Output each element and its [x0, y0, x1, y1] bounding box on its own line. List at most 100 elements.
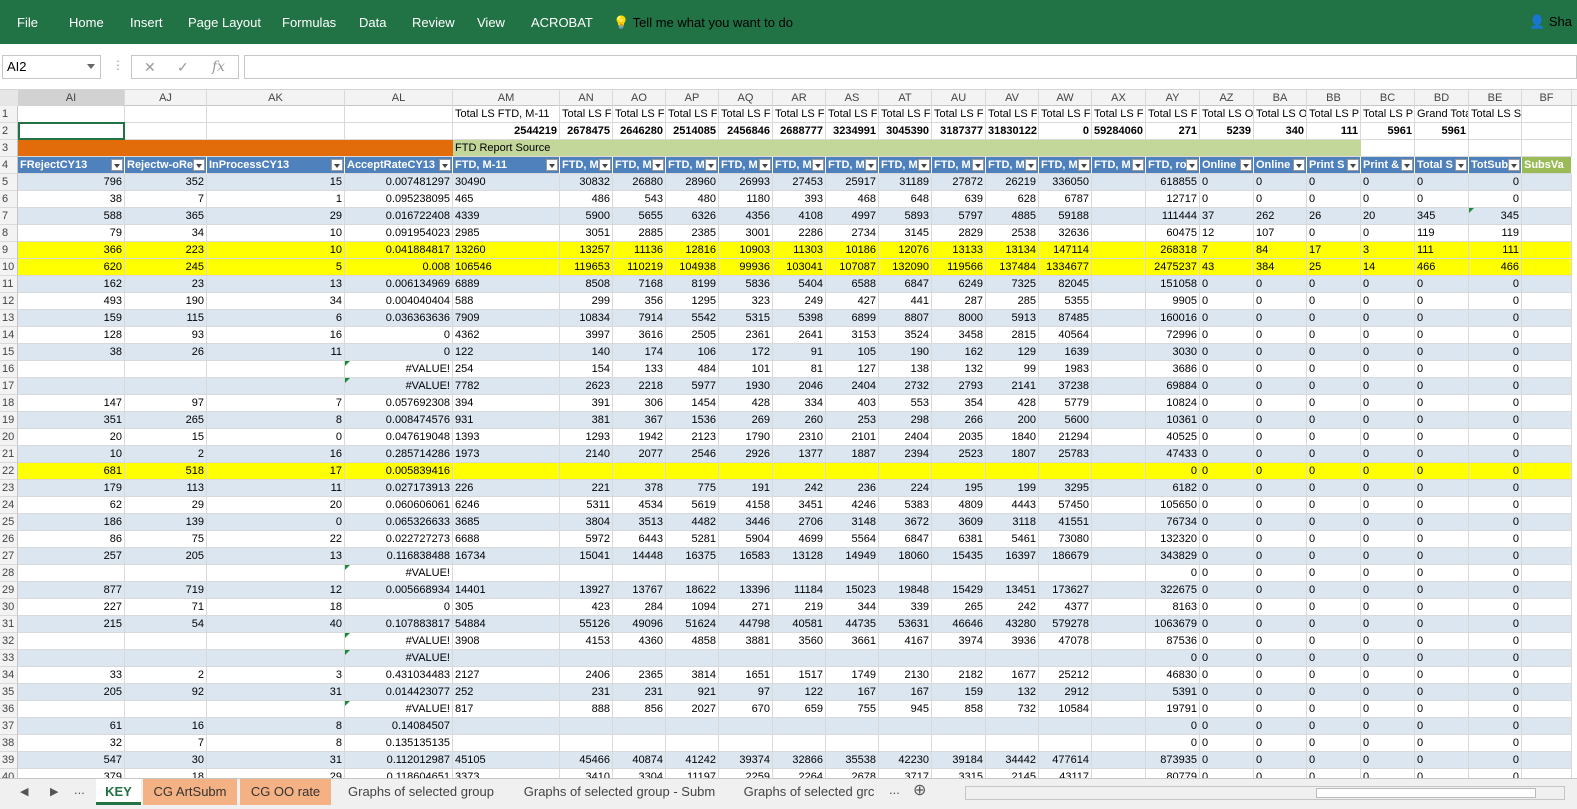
- cell-aq27[interactable]: 16583: [719, 548, 773, 565]
- cell-bf2[interactable]: [1522, 123, 1572, 140]
- cell-al12[interactable]: 0.004040404: [345, 293, 453, 310]
- cell-at26[interactable]: 6847: [879, 531, 932, 548]
- cell-ax16[interactable]: [1092, 361, 1146, 378]
- cell-az6[interactable]: 0: [1200, 191, 1254, 208]
- cell-bc24[interactable]: 0: [1361, 497, 1415, 514]
- cell-av38[interactable]: [986, 735, 1039, 752]
- cell-aj26[interactable]: 75: [125, 531, 207, 548]
- cell-bd30[interactable]: 0: [1415, 599, 1469, 616]
- cell-ao9[interactable]: 11136: [613, 242, 666, 259]
- row-header[interactable]: 2: [0, 123, 18, 140]
- cell-aj30[interactable]: 71: [125, 599, 207, 616]
- cell-az38[interactable]: 0: [1200, 735, 1254, 752]
- cell-aw23[interactable]: 3295: [1039, 480, 1092, 497]
- column-header-am[interactable]: AM: [453, 90, 560, 106]
- cell-as33[interactable]: [826, 650, 879, 667]
- cell-aj3[interactable]: [125, 140, 207, 157]
- cell-ay18[interactable]: 10824: [1146, 395, 1200, 412]
- cell-az20[interactable]: 0: [1200, 429, 1254, 446]
- cell-be13[interactable]: 0: [1469, 310, 1522, 327]
- cell-al5[interactable]: 0.007481297: [345, 174, 453, 191]
- cell-av36[interactable]: 732: [986, 701, 1039, 718]
- cell-ar39[interactable]: 32866: [773, 752, 826, 769]
- cell-ar25[interactable]: 2706: [773, 514, 826, 531]
- cell-aj28[interactable]: [125, 565, 207, 582]
- cell-ax22[interactable]: [1092, 463, 1146, 480]
- cell-ap32[interactable]: 4858: [666, 633, 719, 650]
- cell-am38[interactable]: [453, 735, 560, 752]
- cell-ao27[interactable]: 14448: [613, 548, 666, 565]
- cell-ar23[interactable]: 242: [773, 480, 826, 497]
- cell-aw38[interactable]: [1039, 735, 1092, 752]
- column-header-ay[interactable]: AY: [1146, 90, 1200, 106]
- cell-bd16[interactable]: 0: [1415, 361, 1469, 378]
- cell-az16[interactable]: 0: [1200, 361, 1254, 378]
- column-header-ar[interactable]: AR: [773, 90, 826, 106]
- cell-aj29[interactable]: 719: [125, 582, 207, 599]
- cell-ao19[interactable]: 367: [613, 412, 666, 429]
- cell-bb38[interactable]: 0: [1307, 735, 1361, 752]
- cell-be28[interactable]: 0: [1469, 565, 1522, 582]
- cell-ap38[interactable]: [666, 735, 719, 752]
- filter-dropdown-icon[interactable]: [1455, 159, 1467, 171]
- cell-an2[interactable]: 2678475: [560, 123, 613, 140]
- cell-am18[interactable]: 394: [453, 395, 560, 412]
- cell-al33[interactable]: #VALUE!: [345, 650, 453, 667]
- cell-az22[interactable]: 0: [1200, 463, 1254, 480]
- cell-bc19[interactable]: 0: [1361, 412, 1415, 429]
- cell-bf1[interactable]: [1522, 106, 1572, 123]
- cell-ap7[interactable]: 6326: [666, 208, 719, 225]
- cell-ba12[interactable]: 0: [1254, 293, 1307, 310]
- cell-al34[interactable]: 0.431034483: [345, 667, 453, 684]
- cell-aw33[interactable]: [1039, 650, 1092, 667]
- cell-am33[interactable]: [453, 650, 560, 667]
- cell-am13[interactable]: 7909: [453, 310, 560, 327]
- cell-au15[interactable]: 162: [932, 344, 986, 361]
- cell-ba18[interactable]: 0: [1254, 395, 1307, 412]
- cell-aj7[interactable]: 365: [125, 208, 207, 225]
- cell-am2[interactable]: 2544219: [453, 123, 560, 140]
- cell-au23[interactable]: 195: [932, 480, 986, 497]
- cell-as32[interactable]: 3661: [826, 633, 879, 650]
- filter-dropdown-icon[interactable]: [1508, 159, 1520, 171]
- cell-aw2[interactable]: 0: [1039, 123, 1092, 140]
- cell-bb5[interactable]: 0: [1307, 174, 1361, 191]
- filter-dropdown-icon[interactable]: [972, 159, 984, 171]
- column-header-ak[interactable]: AK: [207, 90, 345, 106]
- cell-an37[interactable]: [560, 718, 613, 735]
- cell-ai23[interactable]: 179: [18, 480, 125, 497]
- cell-ao1[interactable]: Total LS F: [613, 106, 666, 123]
- sheet-tab-3[interactable]: CG OO rate: [240, 779, 331, 805]
- cell-as30[interactable]: 344: [826, 599, 879, 616]
- cell-aj18[interactable]: 97: [125, 395, 207, 412]
- cell-aw37[interactable]: [1039, 718, 1092, 735]
- cell-aq20[interactable]: 1790: [719, 429, 773, 446]
- cell-bf27[interactable]: [1522, 548, 1572, 565]
- cell-bf37[interactable]: [1522, 718, 1572, 735]
- cell-ai39[interactable]: 547: [18, 752, 125, 769]
- cell-be34[interactable]: 0: [1469, 667, 1522, 684]
- cell-as18[interactable]: 403: [826, 395, 879, 412]
- cell-am39[interactable]: 45105: [453, 752, 560, 769]
- cell-bd5[interactable]: 0: [1415, 174, 1469, 191]
- cell-as35[interactable]: 167: [826, 684, 879, 701]
- cell-bf6[interactable]: [1522, 191, 1572, 208]
- cell-ay29[interactable]: 322675: [1146, 582, 1200, 599]
- cell-at34[interactable]: 2130: [879, 667, 932, 684]
- cell-as31[interactable]: 44735: [826, 616, 879, 633]
- cell-au32[interactable]: 3974: [932, 633, 986, 650]
- cell-as38[interactable]: [826, 735, 879, 752]
- row-header[interactable]: 10: [0, 259, 18, 276]
- cell-aj33[interactable]: [125, 650, 207, 667]
- row-header[interactable]: 9: [0, 242, 18, 259]
- cell-au22[interactable]: [932, 463, 986, 480]
- cell-ap34[interactable]: 3814: [666, 667, 719, 684]
- cell-al18[interactable]: 0.057692308: [345, 395, 453, 412]
- cell-ay6[interactable]: 12717: [1146, 191, 1200, 208]
- cell-at2[interactable]: 3045390: [879, 123, 932, 140]
- row-header[interactable]: 22: [0, 463, 18, 480]
- cell-az27[interactable]: 0: [1200, 548, 1254, 565]
- filter-dropdown-icon[interactable]: [918, 159, 930, 171]
- cell-be38[interactable]: 0: [1469, 735, 1522, 752]
- cell-ak12[interactable]: 34: [207, 293, 345, 310]
